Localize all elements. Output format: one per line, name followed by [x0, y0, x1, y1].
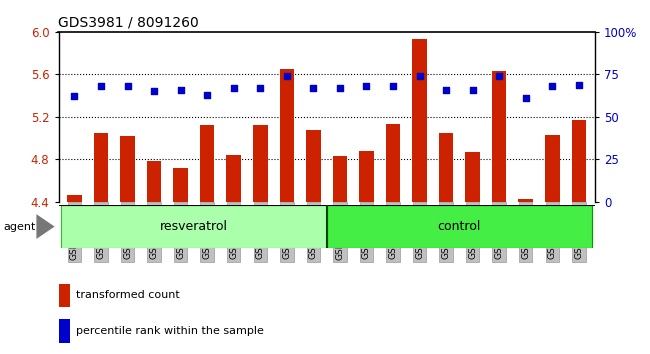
Bar — [412, 39, 427, 202]
Bar — [385, 124, 400, 202]
Point — [176, 87, 186, 92]
Point — [573, 82, 584, 87]
Bar — [61, 205, 326, 248]
Bar — [147, 161, 161, 202]
Point — [467, 87, 478, 92]
Point — [494, 73, 504, 79]
Text: transformed count: transformed count — [75, 290, 179, 301]
Point — [361, 84, 372, 89]
Bar — [571, 120, 586, 202]
Bar — [280, 69, 294, 202]
Bar — [174, 168, 188, 202]
Point — [202, 92, 213, 98]
Bar — [67, 195, 82, 202]
Point — [255, 85, 265, 91]
Point — [414, 73, 424, 79]
Bar — [94, 133, 109, 202]
Point — [229, 85, 239, 91]
Bar — [333, 156, 347, 202]
Point — [547, 84, 558, 89]
Bar — [439, 133, 454, 202]
Bar — [200, 125, 214, 202]
Polygon shape — [36, 214, 55, 239]
Bar — [306, 130, 320, 202]
Bar — [120, 136, 135, 202]
Text: agent: agent — [3, 222, 36, 232]
Point — [122, 84, 133, 89]
Bar — [359, 151, 374, 202]
Point — [335, 85, 345, 91]
Bar — [545, 135, 560, 202]
Bar — [326, 205, 592, 248]
Text: percentile rank within the sample: percentile rank within the sample — [75, 326, 263, 336]
Point — [281, 73, 292, 79]
Bar — [465, 152, 480, 202]
Point — [308, 85, 318, 91]
Bar — [253, 125, 268, 202]
Bar — [492, 71, 506, 202]
Text: control: control — [437, 220, 481, 233]
Point — [441, 87, 451, 92]
Bar — [519, 199, 533, 202]
Point — [388, 84, 398, 89]
Point — [70, 93, 80, 99]
Point — [521, 95, 531, 101]
Bar — [58, 319, 70, 343]
Point — [149, 88, 159, 94]
Bar — [58, 284, 70, 307]
Text: resveratrol: resveratrol — [160, 220, 228, 233]
Point — [96, 84, 106, 89]
Text: GDS3981 / 8091260: GDS3981 / 8091260 — [58, 15, 200, 29]
Bar — [226, 155, 241, 202]
